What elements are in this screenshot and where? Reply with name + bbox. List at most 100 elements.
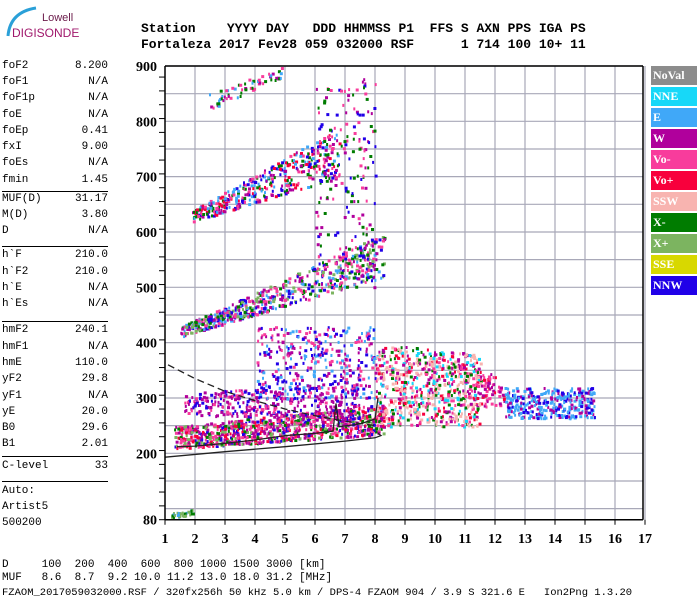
echo-point	[364, 364, 368, 368]
echo-point	[367, 420, 371, 424]
echo-point	[282, 333, 286, 337]
echo-point	[227, 190, 230, 194]
echo-point	[342, 376, 345, 380]
echo-point	[264, 302, 268, 306]
echo-point	[291, 296, 294, 300]
echo-point	[450, 399, 453, 403]
echo-point	[454, 414, 458, 418]
echo-point	[452, 407, 455, 411]
echo-point	[469, 363, 473, 367]
echo-point	[477, 376, 480, 379]
echo-point	[526, 387, 529, 391]
echo-point	[175, 425, 178, 429]
echo-point	[215, 445, 219, 448]
echo-point	[347, 326, 351, 330]
echo-point	[326, 424, 330, 427]
echo-point	[314, 412, 318, 416]
echo-point	[365, 97, 369, 101]
echo-point	[349, 260, 352, 264]
echo-point	[288, 163, 292, 167]
echo-point	[384, 368, 387, 372]
echo-point	[326, 196, 329, 200]
echo-point	[269, 287, 273, 291]
echo-point	[586, 416, 589, 420]
echo-point	[316, 141, 320, 145]
echo-point	[437, 409, 441, 413]
echo-point	[436, 386, 439, 390]
echo-point	[428, 381, 431, 385]
echo-point	[357, 347, 360, 350]
echo-point	[286, 161, 289, 165]
echo-point	[233, 87, 237, 91]
echo-point	[413, 412, 417, 416]
echo-point	[273, 396, 276, 400]
echo-point	[323, 267, 327, 271]
echo-point	[174, 431, 178, 435]
echo-point	[329, 433, 332, 436]
echo-point	[347, 429, 349, 432]
echo-point	[295, 160, 299, 164]
echo-point	[287, 423, 291, 427]
echo-point	[285, 367, 289, 370]
echo-point	[216, 211, 219, 214]
echo-point	[384, 393, 387, 397]
echo-point	[248, 203, 252, 207]
echo-point	[202, 430, 205, 434]
echo-point	[253, 406, 257, 409]
echo-point	[400, 351, 404, 355]
echo-point	[442, 397, 445, 401]
echo-point	[351, 401, 354, 405]
echo-point	[338, 409, 342, 412]
echo-point	[420, 397, 424, 401]
echo-point	[355, 386, 359, 390]
echo-point	[276, 350, 279, 354]
echo-point	[458, 365, 462, 368]
echo-point	[228, 193, 231, 197]
echo-point	[289, 188, 293, 192]
echo-point	[209, 202, 213, 206]
echo-point	[298, 382, 301, 386]
echo-point	[399, 422, 402, 426]
echo-point	[366, 273, 370, 277]
echo-point	[444, 383, 447, 387]
echo-point	[518, 413, 521, 417]
echo-point	[475, 383, 479, 386]
y-tick-label: 200	[136, 447, 157, 462]
echo-point	[244, 304, 248, 308]
echo-point	[248, 440, 251, 444]
echo-point	[327, 153, 330, 157]
echo-point	[177, 436, 180, 440]
echo-point	[339, 267, 342, 271]
param-value: 210.0	[74, 266, 108, 278]
echo-point	[188, 438, 191, 442]
echo-point	[487, 381, 491, 385]
echo-point	[474, 418, 478, 422]
echo-point	[302, 414, 306, 418]
echo-point	[323, 140, 327, 143]
echo-point	[253, 184, 256, 188]
echo-point	[360, 429, 363, 433]
echo-point	[581, 409, 584, 413]
echo-point	[344, 430, 347, 433]
echo-point	[372, 160, 375, 164]
echo-point	[363, 84, 367, 88]
echo-point	[345, 246, 348, 250]
echo-point	[265, 196, 268, 199]
echo-point	[320, 180, 324, 183]
echo-point	[329, 363, 333, 367]
echo-point	[318, 294, 321, 298]
echo-point	[362, 254, 366, 258]
echo-point	[479, 379, 483, 383]
echo-point	[258, 427, 262, 431]
echo-point	[402, 373, 406, 377]
echo-point	[464, 415, 468, 419]
echo-point	[428, 416, 431, 420]
echo-point	[581, 403, 584, 407]
echo-point	[331, 167, 334, 170]
echo-point	[504, 393, 508, 397]
echo-point	[320, 282, 323, 286]
echo-point	[558, 394, 561, 398]
echo-point	[586, 398, 589, 402]
echo-point	[532, 397, 535, 400]
echo-point	[397, 347, 400, 351]
